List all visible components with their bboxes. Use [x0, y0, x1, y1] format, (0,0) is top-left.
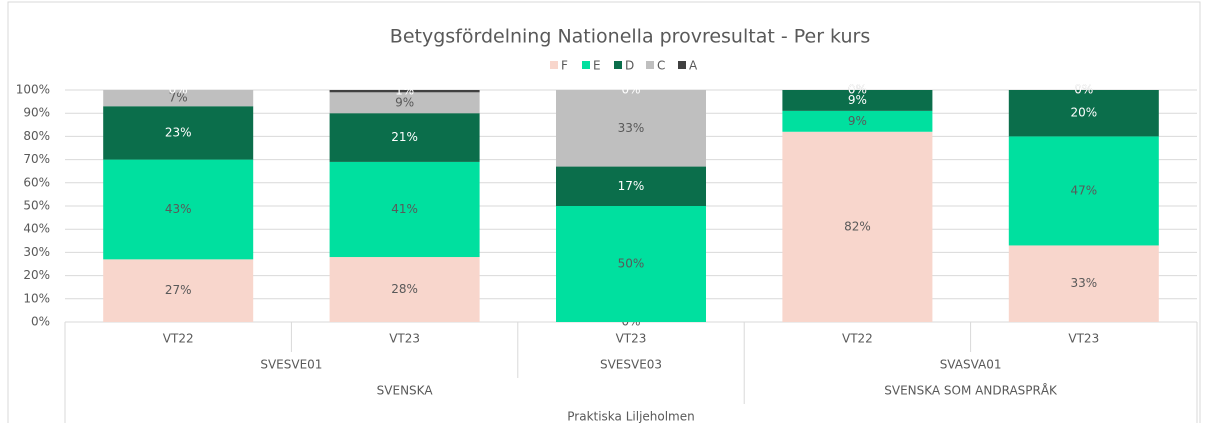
bar-segment: [1008, 90, 1159, 137]
data-label: 9%: [848, 93, 867, 107]
legend-label: C: [657, 59, 665, 73]
bar-segment: [556, 206, 706, 322]
y-tick-label: 20%: [23, 268, 50, 282]
bar-segment: [782, 110, 933, 132]
bar-segment: [329, 90, 480, 93]
y-tick-label: 90%: [23, 106, 50, 120]
y-tick-label: 40%: [23, 222, 50, 236]
data-label: 33%: [618, 121, 645, 135]
x-tick-label: VT23: [389, 332, 420, 346]
legend-swatch: [646, 61, 654, 69]
data-label: 0%: [848, 83, 867, 97]
bar-segment: [329, 161, 480, 258]
data-label: 47%: [1070, 183, 1097, 197]
y-tick-label: 0%: [31, 315, 50, 329]
y-tick-label: 80%: [23, 129, 50, 143]
legend-label: F: [561, 59, 568, 73]
data-label: 27%: [165, 283, 192, 297]
chart-title: Betygsfördelning Nationella provresultat…: [390, 26, 870, 48]
group-label: Praktiska Liljeholmen: [567, 410, 695, 423]
data-label: 41%: [391, 202, 418, 216]
x-tick-label: VT22: [163, 332, 194, 346]
bar-segment: [1008, 245, 1159, 322]
legend-label: A: [689, 59, 698, 73]
y-tick-label: 50%: [23, 199, 50, 213]
group-label: SVASVA01: [940, 358, 1002, 372]
legend-swatch: [678, 61, 686, 69]
bar-segment: [329, 92, 480, 114]
bar-segment: [782, 90, 933, 111]
legend-label: D: [625, 59, 634, 73]
legend-swatch: [614, 61, 622, 69]
data-label: 17%: [618, 179, 645, 193]
x-tick-label: VT23: [616, 332, 647, 346]
x-tick-label: VT22: [842, 332, 873, 346]
y-tick-label: 30%: [23, 245, 50, 259]
x-tick-label: VT23: [1068, 332, 1099, 346]
legend-swatch: [582, 61, 590, 69]
data-label: 0%: [169, 83, 188, 97]
data-label: 23%: [165, 125, 192, 139]
data-label: 0%: [621, 83, 640, 97]
data-label: 0%: [1074, 83, 1093, 97]
group-label: SVESVE03: [600, 358, 662, 372]
legend-label: E: [593, 59, 601, 73]
legend-swatch: [550, 61, 558, 69]
bar-segment: [1008, 136, 1159, 246]
data-label: 21%: [391, 130, 418, 144]
bar-segment: [329, 257, 480, 322]
bar-segment: [103, 159, 254, 260]
y-tick-label: 60%: [23, 175, 50, 189]
y-tick-label: 10%: [23, 291, 50, 305]
data-label: 82%: [844, 219, 871, 233]
data-label: 9%: [848, 114, 867, 128]
data-label: 0%: [1074, 83, 1093, 97]
bar-segment: [782, 131, 933, 322]
data-label: 50%: [618, 257, 645, 271]
bar-segment: [556, 90, 706, 167]
data-label: 9%: [395, 95, 414, 109]
group-label: SVENSKA: [377, 384, 434, 398]
y-tick-label: 100%: [16, 83, 50, 97]
data-label: 0%: [848, 83, 867, 97]
data-label: 7%: [169, 91, 188, 105]
data-label: 28%: [391, 282, 418, 296]
group-label: SVENSKA SOM ANDRASPRÅK: [884, 383, 1058, 398]
bar-segment: [103, 259, 254, 322]
bar-segment: [556, 166, 706, 206]
data-label: 43%: [165, 202, 192, 216]
data-label: 20%: [1070, 106, 1097, 120]
bar-segment: [103, 106, 254, 160]
data-label: 1%: [395, 84, 414, 98]
data-label: 33%: [1070, 276, 1097, 290]
group-label: SVESVE01: [260, 358, 322, 372]
y-tick-label: 70%: [23, 152, 50, 166]
bar-segment: [103, 90, 254, 107]
bar-segment: [329, 113, 480, 162]
